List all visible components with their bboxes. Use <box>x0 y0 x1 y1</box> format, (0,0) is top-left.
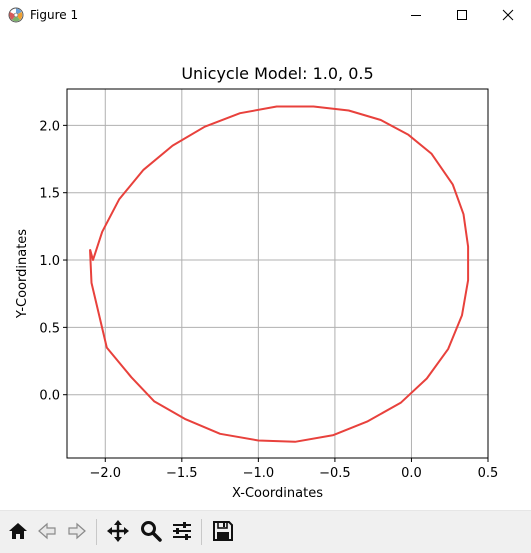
x-tick-label: −1.5 <box>166 466 198 481</box>
close-icon <box>502 9 514 21</box>
minimize-icon <box>411 15 421 16</box>
matplotlib-icon <box>8 7 24 23</box>
toolbar-separator <box>201 519 202 545</box>
x-tick-label: −1.0 <box>243 466 275 481</box>
x-tick-label: 0.5 <box>478 466 499 481</box>
window-title: Figure 1 <box>30 8 79 22</box>
maximize-icon <box>457 10 467 20</box>
x-axis-label: X-Coordinates <box>232 486 323 501</box>
home-icon <box>9 523 27 539</box>
zoom-icon <box>141 521 162 542</box>
figure-canvas[interactable]: −2.0 −1.5 −1.0 −0.5 0.0 0.5 0.0 0.5 1.0 1.5 2.0 Un… <box>0 31 531 510</box>
close-button[interactable] <box>485 0 531 31</box>
grid-lines <box>67 89 489 458</box>
minimize-button[interactable] <box>393 0 439 31</box>
home-button[interactable] <box>4 517 32 545</box>
back-button[interactable] <box>33 517 61 545</box>
title-bar: Figure 1 <box>0 0 531 31</box>
y-tick-label: 0.5 <box>39 321 60 336</box>
x-tick-label: 0.0 <box>401 466 422 481</box>
configure-subplots-button[interactable] <box>168 517 196 545</box>
y-tick-label: 1.0 <box>39 254 60 269</box>
y-tick-label: 0.0 <box>39 389 60 404</box>
x-tick-label: −0.5 <box>319 466 351 481</box>
axis-ticks: −2.0 −1.5 −1.0 −0.5 0.0 0.5 0.0 0.5 1.0 1.5 2.0 <box>39 119 498 481</box>
y-tick-label: 2.0 <box>39 119 60 134</box>
zoom-button[interactable] <box>137 517 165 545</box>
back-icon <box>38 522 56 540</box>
y-axis-label: Y-Coordinates <box>15 229 30 319</box>
navigation-toolbar <box>0 510 531 553</box>
pan-icon <box>107 520 129 542</box>
forward-icon <box>68 522 86 540</box>
pan-button[interactable] <box>104 517 132 545</box>
forward-button[interactable] <box>63 517 91 545</box>
save-button[interactable] <box>209 517 237 545</box>
x-tick-label: −2.0 <box>89 466 121 481</box>
maximize-button[interactable] <box>439 0 485 31</box>
toolbar-separator <box>96 519 97 545</box>
save-icon <box>213 521 233 541</box>
trajectory-line <box>89 105 470 443</box>
configure-subplots-icon <box>173 522 191 540</box>
axes-frame <box>66 88 489 459</box>
chart: −2.0 −1.5 −1.0 −0.5 0.0 0.5 0.0 0.5 1.0 1.5 2.0 Un… <box>15 64 498 501</box>
chart-title: Unicycle Model: 1.0, 0.5 <box>181 64 373 83</box>
y-tick-label: 1.5 <box>39 187 60 202</box>
